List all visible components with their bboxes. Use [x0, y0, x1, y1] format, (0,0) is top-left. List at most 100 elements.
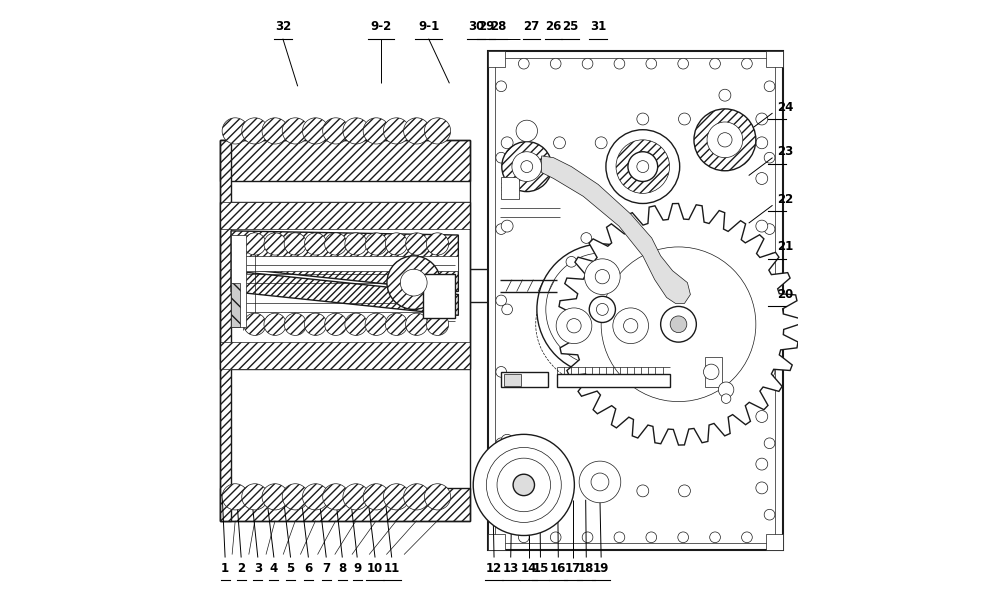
- Circle shape: [626, 233, 636, 243]
- Circle shape: [628, 152, 658, 181]
- Circle shape: [304, 313, 327, 336]
- Bar: [231, 235, 246, 327]
- Circle shape: [756, 315, 768, 327]
- Text: 17: 17: [564, 562, 581, 575]
- Bar: [231, 256, 458, 271]
- Circle shape: [764, 438, 775, 449]
- Circle shape: [646, 532, 657, 543]
- Bar: [220, 342, 470, 369]
- Circle shape: [262, 484, 288, 510]
- Circle shape: [624, 319, 638, 333]
- Circle shape: [383, 118, 410, 144]
- Polygon shape: [231, 231, 458, 292]
- Circle shape: [764, 295, 775, 306]
- Bar: [488, 534, 505, 550]
- Text: 6: 6: [304, 562, 313, 575]
- Circle shape: [764, 81, 775, 92]
- Circle shape: [426, 233, 449, 255]
- Text: 21: 21: [777, 240, 793, 253]
- Text: 9: 9: [353, 562, 361, 575]
- Text: 30: 30: [468, 20, 484, 33]
- Circle shape: [284, 233, 306, 255]
- Circle shape: [302, 118, 329, 144]
- Bar: [231, 283, 240, 327]
- Circle shape: [502, 142, 552, 192]
- Circle shape: [424, 118, 451, 144]
- Circle shape: [496, 295, 507, 306]
- Circle shape: [323, 118, 349, 144]
- Circle shape: [756, 268, 768, 280]
- Circle shape: [302, 484, 329, 510]
- Circle shape: [756, 458, 768, 470]
- Circle shape: [521, 161, 533, 173]
- Text: 27: 27: [523, 20, 540, 33]
- Circle shape: [363, 118, 389, 144]
- Circle shape: [496, 367, 507, 377]
- Text: 9-2: 9-2: [370, 20, 392, 33]
- Circle shape: [764, 367, 775, 377]
- Circle shape: [383, 484, 410, 510]
- Circle shape: [387, 256, 440, 309]
- Text: 5: 5: [286, 562, 295, 575]
- Circle shape: [365, 233, 387, 255]
- Circle shape: [345, 313, 367, 336]
- Circle shape: [222, 484, 248, 510]
- Circle shape: [501, 137, 513, 149]
- Circle shape: [304, 233, 327, 255]
- Text: 20: 20: [777, 288, 793, 301]
- Circle shape: [589, 296, 615, 322]
- Circle shape: [385, 233, 408, 255]
- Circle shape: [502, 483, 512, 493]
- Circle shape: [756, 220, 768, 232]
- Circle shape: [554, 137, 565, 149]
- Circle shape: [756, 482, 768, 494]
- Text: 2: 2: [237, 562, 245, 575]
- Bar: [501, 372, 548, 387]
- Text: 15: 15: [532, 562, 549, 575]
- Text: 28: 28: [490, 20, 506, 33]
- Circle shape: [678, 113, 690, 125]
- Text: 9-1: 9-1: [418, 20, 439, 33]
- Circle shape: [718, 382, 734, 397]
- Bar: [501, 177, 519, 199]
- Circle shape: [661, 306, 696, 342]
- Circle shape: [595, 485, 607, 497]
- Circle shape: [764, 152, 775, 163]
- Circle shape: [264, 313, 286, 336]
- Text: 1: 1: [221, 562, 229, 575]
- Text: 26: 26: [545, 20, 562, 33]
- Circle shape: [595, 137, 607, 149]
- Circle shape: [718, 133, 732, 147]
- Circle shape: [637, 161, 649, 173]
- Circle shape: [262, 118, 288, 144]
- Circle shape: [550, 532, 561, 543]
- Circle shape: [537, 244, 668, 375]
- Text: 3: 3: [254, 562, 262, 575]
- Circle shape: [584, 259, 620, 295]
- Circle shape: [756, 113, 768, 125]
- Circle shape: [678, 532, 689, 543]
- Circle shape: [646, 58, 657, 69]
- Circle shape: [678, 485, 690, 497]
- Circle shape: [282, 118, 308, 144]
- Bar: [557, 374, 670, 387]
- Circle shape: [426, 313, 449, 336]
- Text: 19: 19: [593, 562, 609, 575]
- Circle shape: [710, 532, 720, 543]
- Circle shape: [670, 316, 687, 333]
- Circle shape: [606, 130, 680, 203]
- Circle shape: [242, 484, 268, 510]
- Circle shape: [554, 485, 565, 497]
- Circle shape: [591, 473, 609, 491]
- Circle shape: [719, 89, 731, 101]
- Bar: [220, 140, 470, 181]
- Circle shape: [502, 304, 512, 315]
- Text: 29: 29: [478, 20, 495, 33]
- Circle shape: [325, 233, 347, 255]
- Circle shape: [550, 58, 561, 69]
- Text: 32: 32: [275, 20, 291, 33]
- Circle shape: [756, 173, 768, 184]
- Circle shape: [601, 247, 756, 402]
- Bar: [705, 357, 722, 387]
- Text: 23: 23: [777, 145, 793, 158]
